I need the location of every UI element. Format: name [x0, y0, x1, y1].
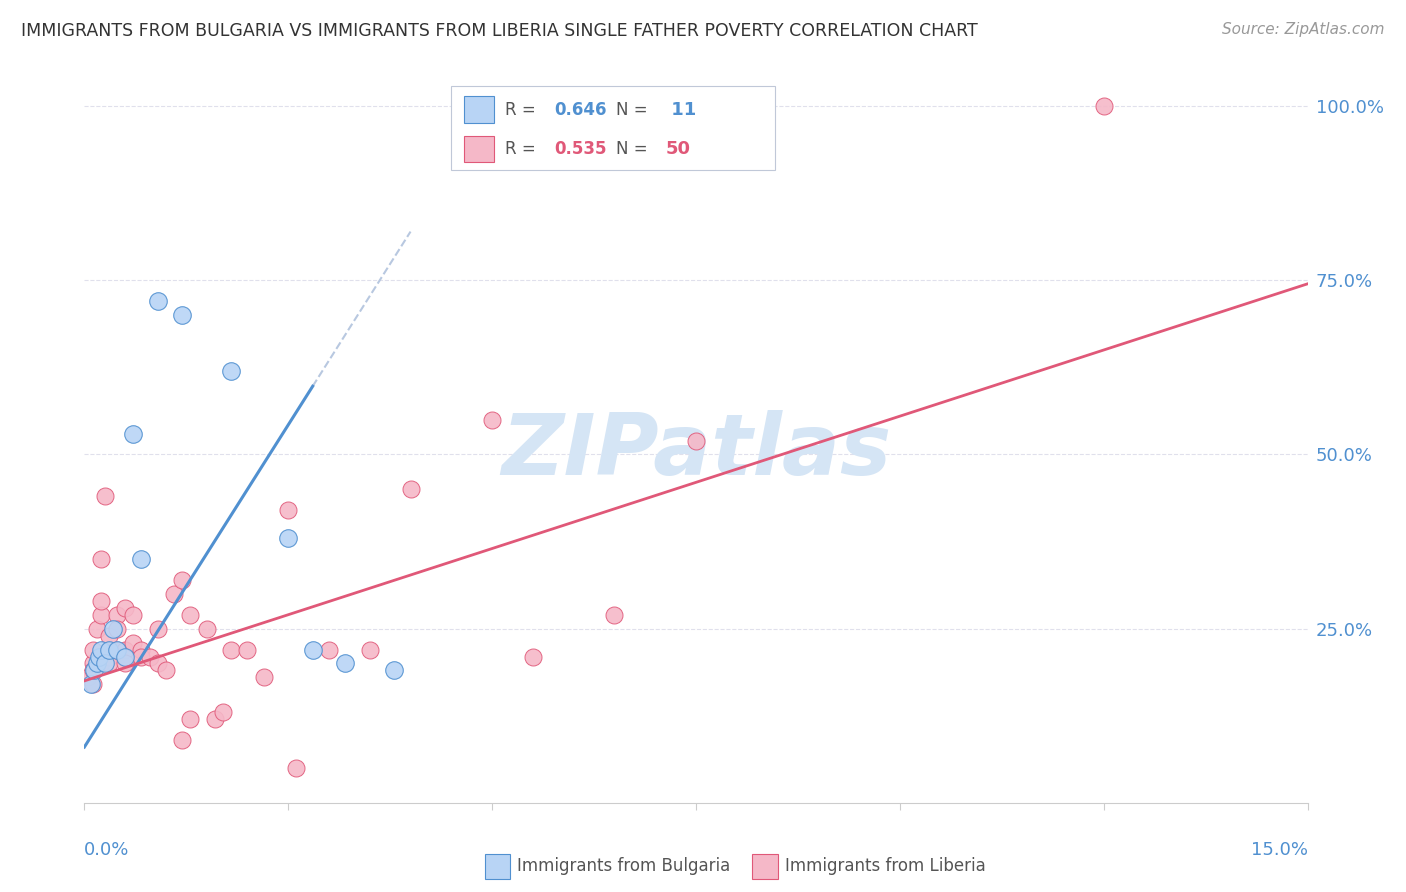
Point: [105, 642, 128, 657]
Point: [138, 649, 160, 664]
Point: [90, 552, 112, 566]
Text: Source: ZipAtlas.com: Source: ZipAtlas.com: [1222, 22, 1385, 37]
Point: [335, 657, 357, 671]
Point: [93, 657, 117, 671]
Point: [219, 364, 242, 378]
FancyBboxPatch shape: [464, 96, 494, 123]
Point: [179, 712, 201, 726]
Point: [122, 607, 145, 622]
Point: [90, 642, 112, 657]
Point: [212, 705, 235, 719]
Point: [146, 294, 169, 309]
Text: N =: N =: [616, 140, 654, 158]
Point: [131, 642, 153, 657]
Point: [80, 677, 103, 691]
Text: 0.535: 0.535: [554, 140, 606, 158]
Point: [82, 657, 104, 671]
Point: [285, 761, 308, 775]
Point: [90, 607, 112, 622]
Point: [114, 657, 136, 671]
Point: [253, 670, 276, 684]
Point: [382, 664, 405, 678]
Point: [93, 489, 117, 503]
Point: [219, 642, 242, 657]
Text: N =: N =: [616, 101, 654, 119]
Point: [1092, 99, 1115, 113]
Point: [82, 677, 104, 691]
Point: [301, 642, 323, 657]
Point: [97, 642, 120, 657]
Point: [122, 426, 145, 441]
Point: [131, 552, 153, 566]
Point: [86, 657, 108, 671]
Text: R =: R =: [505, 101, 541, 119]
Point: [603, 607, 626, 622]
Point: [236, 642, 259, 657]
Point: [97, 642, 120, 657]
Text: ZIPatlas: ZIPatlas: [501, 410, 891, 493]
Text: R =: R =: [505, 140, 541, 158]
Text: 11: 11: [665, 101, 696, 119]
Point: [77, 670, 100, 684]
Point: [172, 733, 194, 747]
Point: [172, 573, 194, 587]
Text: 50: 50: [665, 140, 690, 158]
Point: [105, 642, 128, 657]
FancyBboxPatch shape: [451, 86, 776, 170]
Point: [97, 657, 120, 671]
Point: [90, 594, 112, 608]
Point: [82, 642, 104, 657]
Text: Immigrants from Liberia: Immigrants from Liberia: [785, 857, 986, 875]
Point: [685, 434, 707, 448]
Point: [114, 600, 136, 615]
FancyBboxPatch shape: [464, 136, 494, 162]
Point: [105, 607, 128, 622]
Point: [131, 649, 153, 664]
Point: [146, 657, 169, 671]
Point: [155, 664, 177, 678]
Point: [179, 607, 201, 622]
Point: [105, 622, 128, 636]
Point: [86, 622, 108, 636]
Point: [114, 642, 136, 657]
Point: [83, 664, 105, 678]
Point: [359, 642, 381, 657]
Point: [195, 622, 218, 636]
Point: [122, 635, 145, 649]
Point: [277, 503, 299, 517]
Point: [97, 649, 120, 664]
Point: [90, 657, 112, 671]
Point: [522, 649, 544, 664]
Point: [114, 649, 136, 664]
Point: [82, 664, 104, 678]
Point: [318, 642, 340, 657]
Point: [146, 622, 169, 636]
Point: [97, 629, 120, 643]
Point: [399, 483, 422, 497]
Point: [204, 712, 226, 726]
Point: [87, 649, 110, 664]
Point: [277, 531, 299, 545]
Point: [163, 587, 186, 601]
Text: IMMIGRANTS FROM BULGARIA VS IMMIGRANTS FROM LIBERIA SINGLE FATHER POVERTY CORREL: IMMIGRANTS FROM BULGARIA VS IMMIGRANTS F…: [21, 22, 977, 40]
Text: Immigrants from Bulgaria: Immigrants from Bulgaria: [517, 857, 731, 875]
Text: 0.646: 0.646: [554, 101, 606, 119]
Point: [481, 412, 503, 426]
Text: 0.0%: 0.0%: [84, 841, 129, 859]
Point: [101, 622, 124, 636]
Text: 15.0%: 15.0%: [1250, 841, 1308, 859]
Point: [172, 308, 194, 322]
